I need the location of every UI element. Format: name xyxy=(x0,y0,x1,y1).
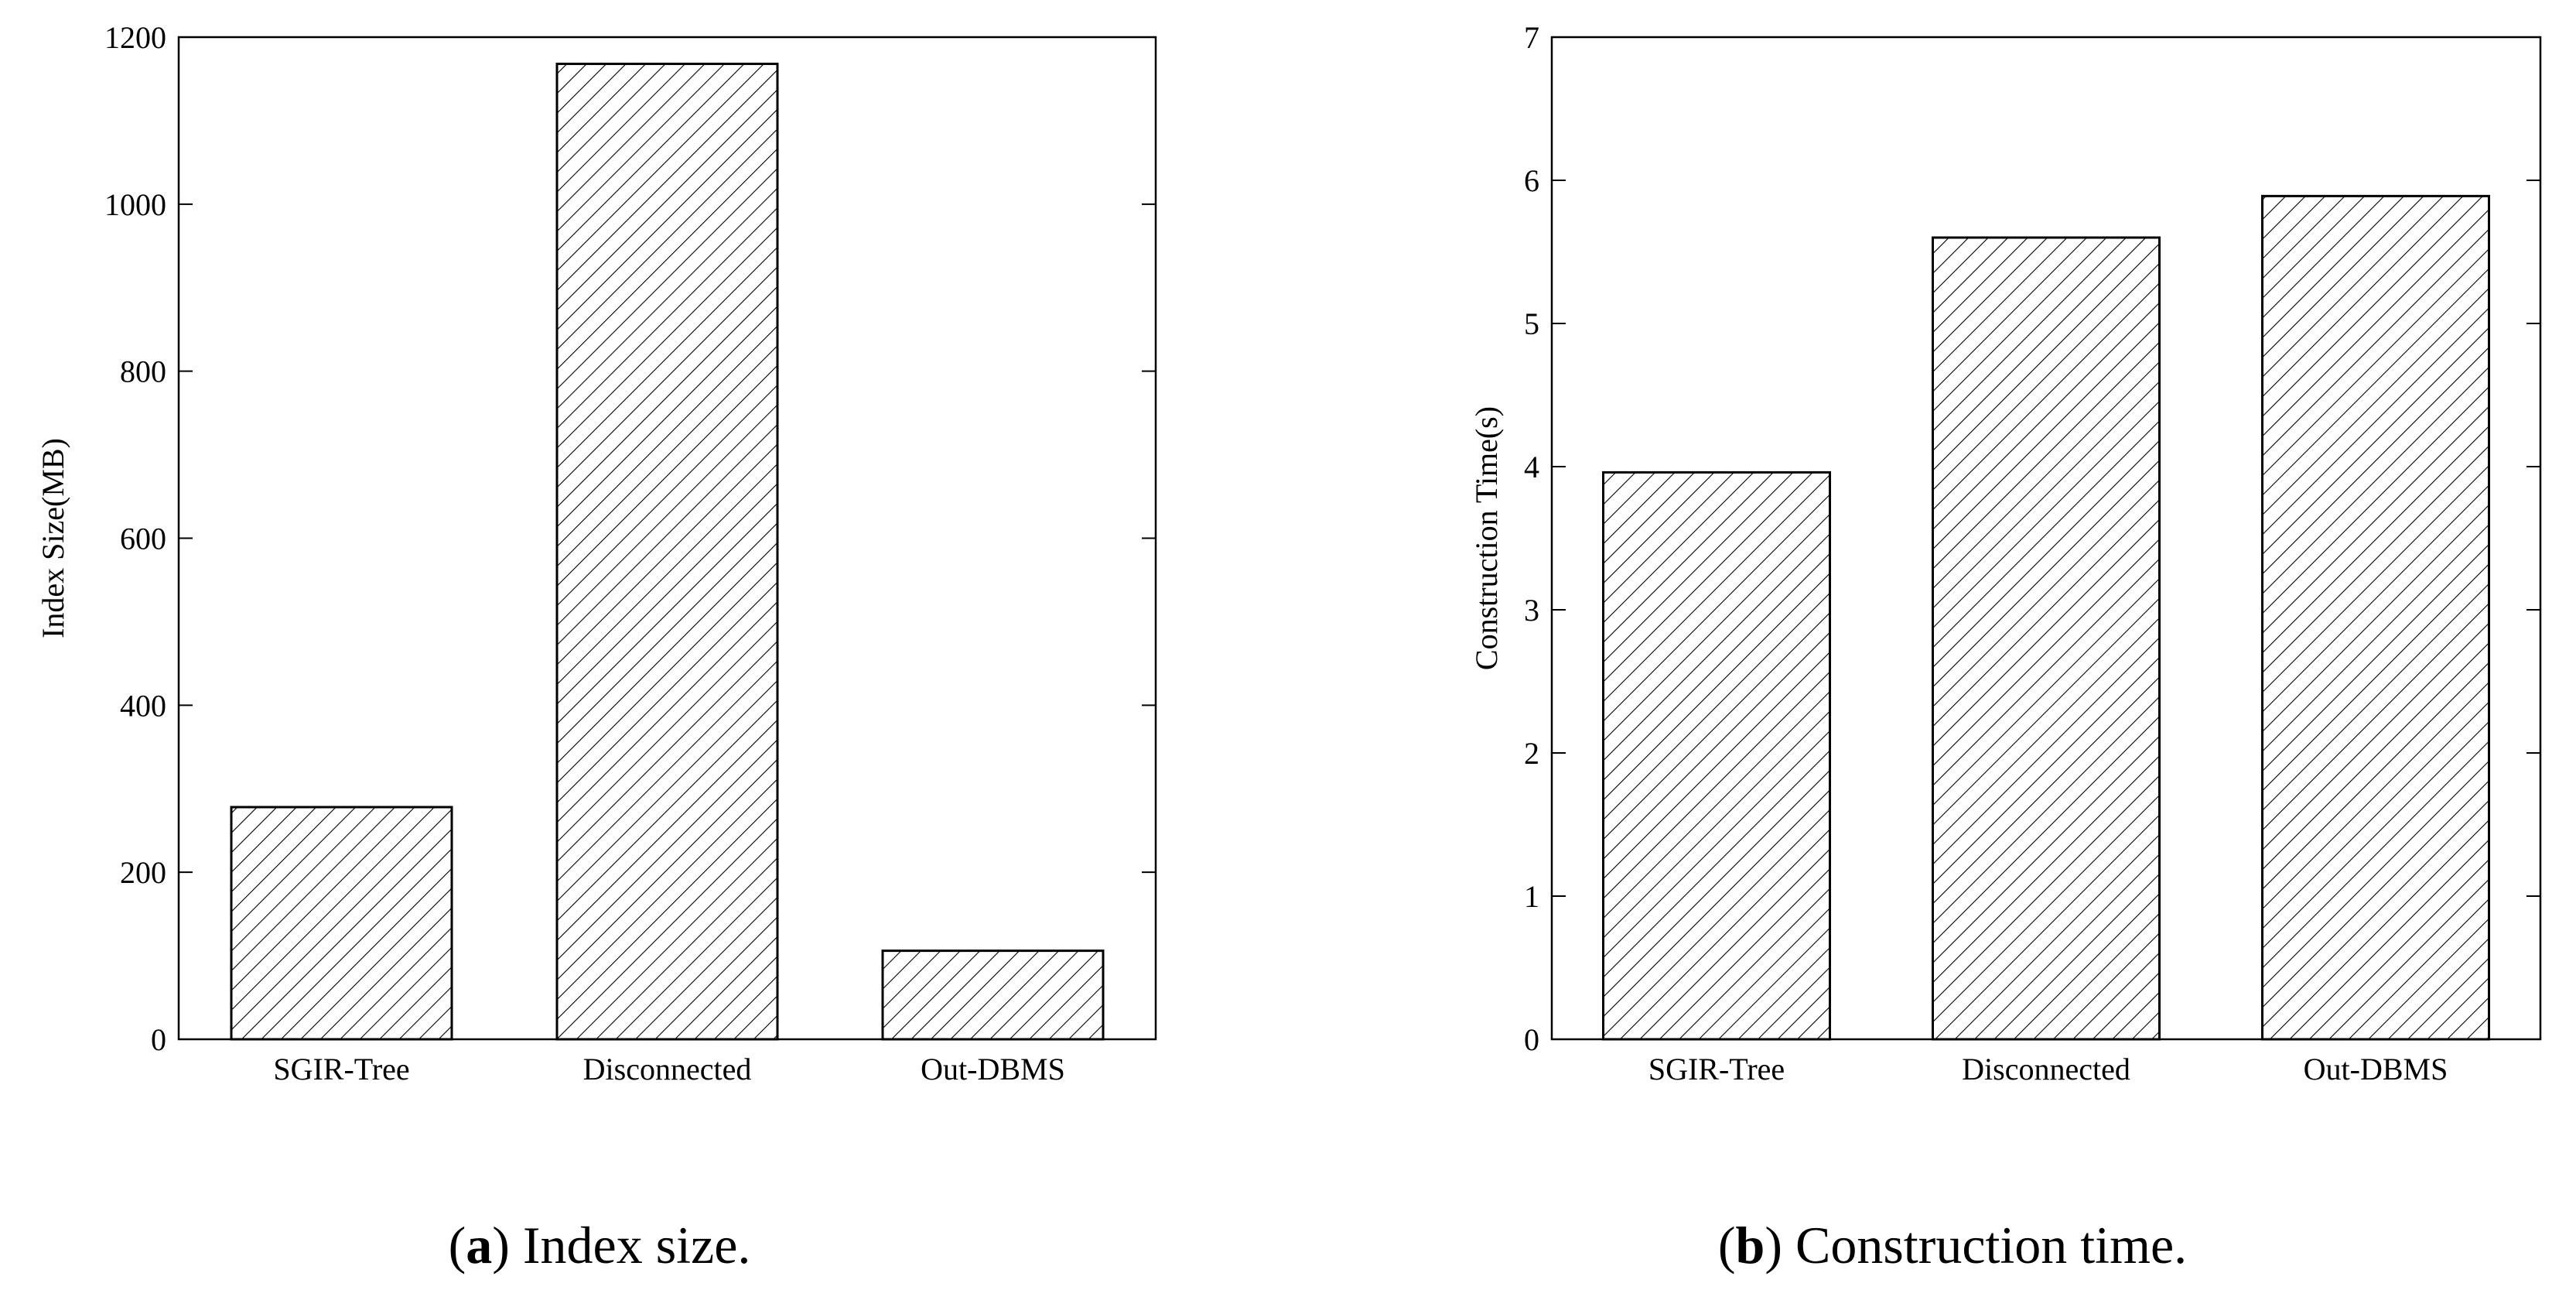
chart-panel-b: 0 1 2 3 4 5 6 7 SGIR-Tree Disconnected Out-DBMS C… xyxy=(1469,20,2542,1275)
y-tick-label-a-0: 0 xyxy=(151,1022,166,1057)
y-tick-label-b-6: 6 xyxy=(1524,163,1539,198)
y-tick-label-a-2: 400 xyxy=(120,688,166,723)
x-tick-label-a-0: SGIR-Tree xyxy=(273,1052,409,1086)
caption-text-a: Index size. xyxy=(523,1216,751,1275)
y-axis-label-b: Construction Time(s) xyxy=(1469,406,1504,670)
caption-a: (a) Index size. xyxy=(449,1216,751,1275)
bar-b-1 xyxy=(1932,236,2161,1041)
chart-panel-a: 0 200 400 600 800 1000 1200 SGIR-Tree Disconnec… xyxy=(36,20,1157,1275)
y-tick-label-a-4: 800 xyxy=(120,354,166,389)
y-tick-label-a-1: 200 xyxy=(120,855,166,890)
caption-letter-b: b xyxy=(1735,1216,1765,1275)
y-tick-label-b-1: 1 xyxy=(1524,879,1539,914)
y-tick-label-a-3: 600 xyxy=(120,522,166,556)
bar-a-1 xyxy=(555,63,779,1041)
y-tick-label-b-3: 3 xyxy=(1524,593,1539,628)
x-tick-label-a-2: Out-DBMS xyxy=(921,1052,1065,1086)
y-tick-label-b-4: 4 xyxy=(1524,450,1539,484)
y-tick-label-b-7: 7 xyxy=(1524,20,1539,55)
y-axis-label-a: Index Size(MB) xyxy=(36,438,70,638)
y-axis-ticks-b: 0 1 2 3 4 5 6 7 xyxy=(1524,20,2540,1057)
y-tick-label-b-2: 2 xyxy=(1524,736,1539,771)
y-axis-ticks-a: 0 200 400 600 800 1000 1200 xyxy=(104,20,1156,1057)
bar-a-2 xyxy=(881,950,1105,1041)
y-tick-label-b-0: 0 xyxy=(1524,1022,1539,1057)
bar-b-2 xyxy=(2261,194,2490,1041)
y-tick-label-a-5: 1000 xyxy=(104,187,166,222)
bars-a xyxy=(230,63,1105,1041)
x-tick-label-b-1: Disconnected xyxy=(1962,1052,2130,1086)
y-tick-label-b-5: 5 xyxy=(1524,306,1539,341)
bar-b-0 xyxy=(1602,470,1831,1041)
x-axis-labels-a: SGIR-Tree Disconnected Out-DBMS xyxy=(273,1052,1065,1086)
bar-a-0 xyxy=(230,806,453,1041)
x-tick-label-b-0: SGIR-Tree xyxy=(1648,1052,1785,1086)
x-tick-label-b-2: Out-DBMS xyxy=(2304,1052,2448,1086)
y-tick-label-a-6: 1200 xyxy=(104,20,166,55)
bars-b xyxy=(1602,194,2490,1041)
x-tick-label-a-1: Disconnected xyxy=(583,1052,752,1086)
caption-text-b: Construction time. xyxy=(1795,1216,2187,1275)
x-axis-labels-b: SGIR-Tree Disconnected Out-DBMS xyxy=(1648,1052,2448,1086)
caption-b: (b) Construction time. xyxy=(1718,1216,2187,1275)
caption-letter-a: a xyxy=(466,1216,492,1275)
